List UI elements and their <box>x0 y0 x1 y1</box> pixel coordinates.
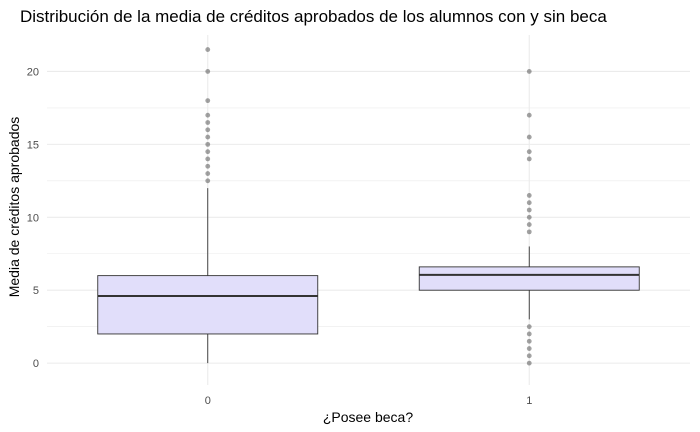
y-tick-label: 0 <box>33 358 39 370</box>
chart-title: Distribución de la media de créditos apr… <box>20 7 607 26</box>
outlier-point <box>205 134 211 140</box>
outlier-point <box>526 193 532 198</box>
outlier-point <box>526 149 532 155</box>
y-tick-label: 15 <box>27 139 39 151</box>
outlier-point <box>526 214 532 220</box>
y-tick-label: 10 <box>27 212 39 224</box>
outlier-point <box>526 324 532 330</box>
outlier-point <box>205 141 211 147</box>
box-iqr <box>418 266 640 291</box>
outlier-point <box>205 47 211 52</box>
outlier-point <box>526 112 532 118</box>
y-tick-label: 20 <box>27 66 39 78</box>
boxes <box>97 47 640 366</box>
outlier-point <box>205 98 211 104</box>
outlier-point <box>205 69 211 74</box>
outlier-point <box>526 338 532 344</box>
outlier-point <box>205 112 211 118</box>
outlier-point <box>205 178 211 184</box>
x-axis-title: ¿Posee beca? <box>323 409 413 425</box>
y-axis-title: Media de créditos aprobados <box>6 117 22 298</box>
axis-ticks: 0 5 10 15 20 0 1 <box>27 66 533 407</box>
outlier-point <box>205 127 211 133</box>
outlier-point <box>526 222 532 227</box>
outlier-point <box>526 134 532 140</box>
box-iqr <box>97 275 319 335</box>
outlier-point <box>205 171 211 176</box>
outlier-point <box>526 69 532 74</box>
outlier-point <box>526 331 532 337</box>
outlier-point <box>526 346 532 351</box>
outlier-point <box>205 156 211 162</box>
outlier-point <box>526 207 532 213</box>
outlier-point <box>205 149 211 155</box>
y-tick-label: 5 <box>33 285 39 297</box>
x-tick-label: 0 <box>205 395 211 407</box>
outlier-point <box>526 200 532 206</box>
x-tick-label: 1 <box>526 395 532 407</box>
outlier-point <box>526 360 532 366</box>
outlier-point <box>526 156 532 162</box>
outlier-point <box>526 353 532 359</box>
outlier-point <box>526 229 532 235</box>
outlier-point <box>205 163 211 169</box>
outlier-point <box>205 120 211 125</box>
